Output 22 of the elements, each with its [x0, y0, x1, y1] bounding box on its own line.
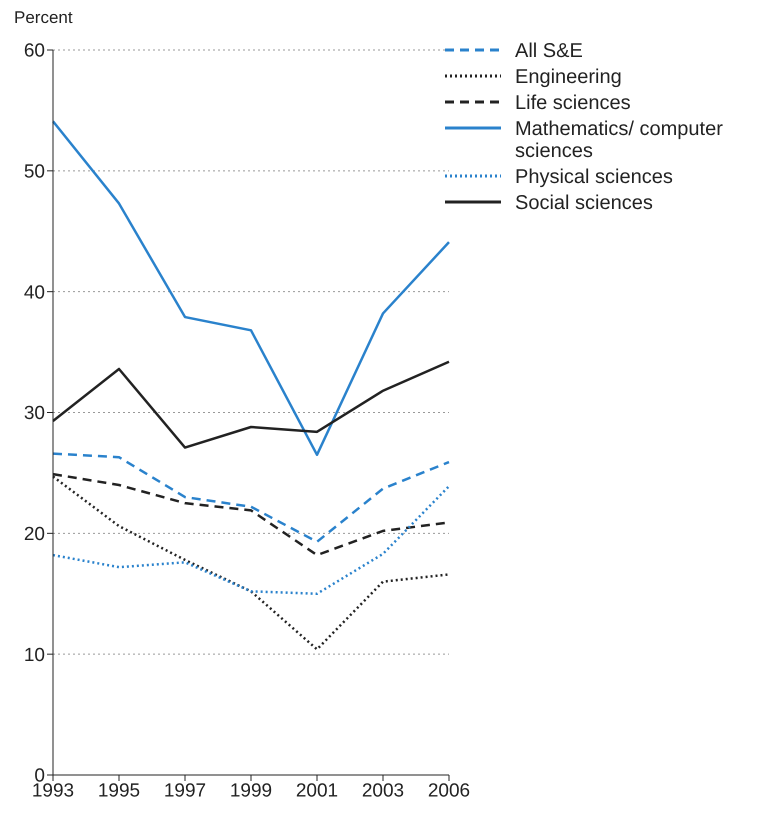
legend-label: Engineering — [515, 66, 622, 88]
x-tick-label: 1997 — [164, 780, 206, 802]
line-series — [52, 120, 450, 456]
legend-label: Life sciences — [515, 92, 631, 114]
legend-label: Physical sciences — [515, 166, 673, 188]
y-axis-title: Percent — [14, 8, 74, 29]
x-tick-label: 2001 — [296, 780, 338, 802]
y-tick-label: 20 — [24, 524, 45, 546]
y-tick-label: 40 — [24, 282, 45, 304]
y-tick-label: 60 — [24, 40, 45, 62]
legend-label: Mathematics/ computer sciences — [515, 118, 723, 162]
y-tick-label: 50 — [24, 162, 45, 183]
x-tick-label: 2006 — [428, 780, 470, 802]
x-tick-label: 1995 — [98, 780, 140, 802]
line-series — [52, 484, 450, 595]
legend-label: Social sciences — [515, 192, 653, 214]
x-tick-label: 1999 — [230, 780, 272, 802]
x-tick-label: 2003 — [362, 780, 404, 802]
y-tick-label: 10 — [24, 644, 45, 666]
legend-label: All S&E — [515, 40, 583, 62]
line-series — [52, 452, 450, 544]
y-tick-label: 30 — [24, 403, 45, 424]
